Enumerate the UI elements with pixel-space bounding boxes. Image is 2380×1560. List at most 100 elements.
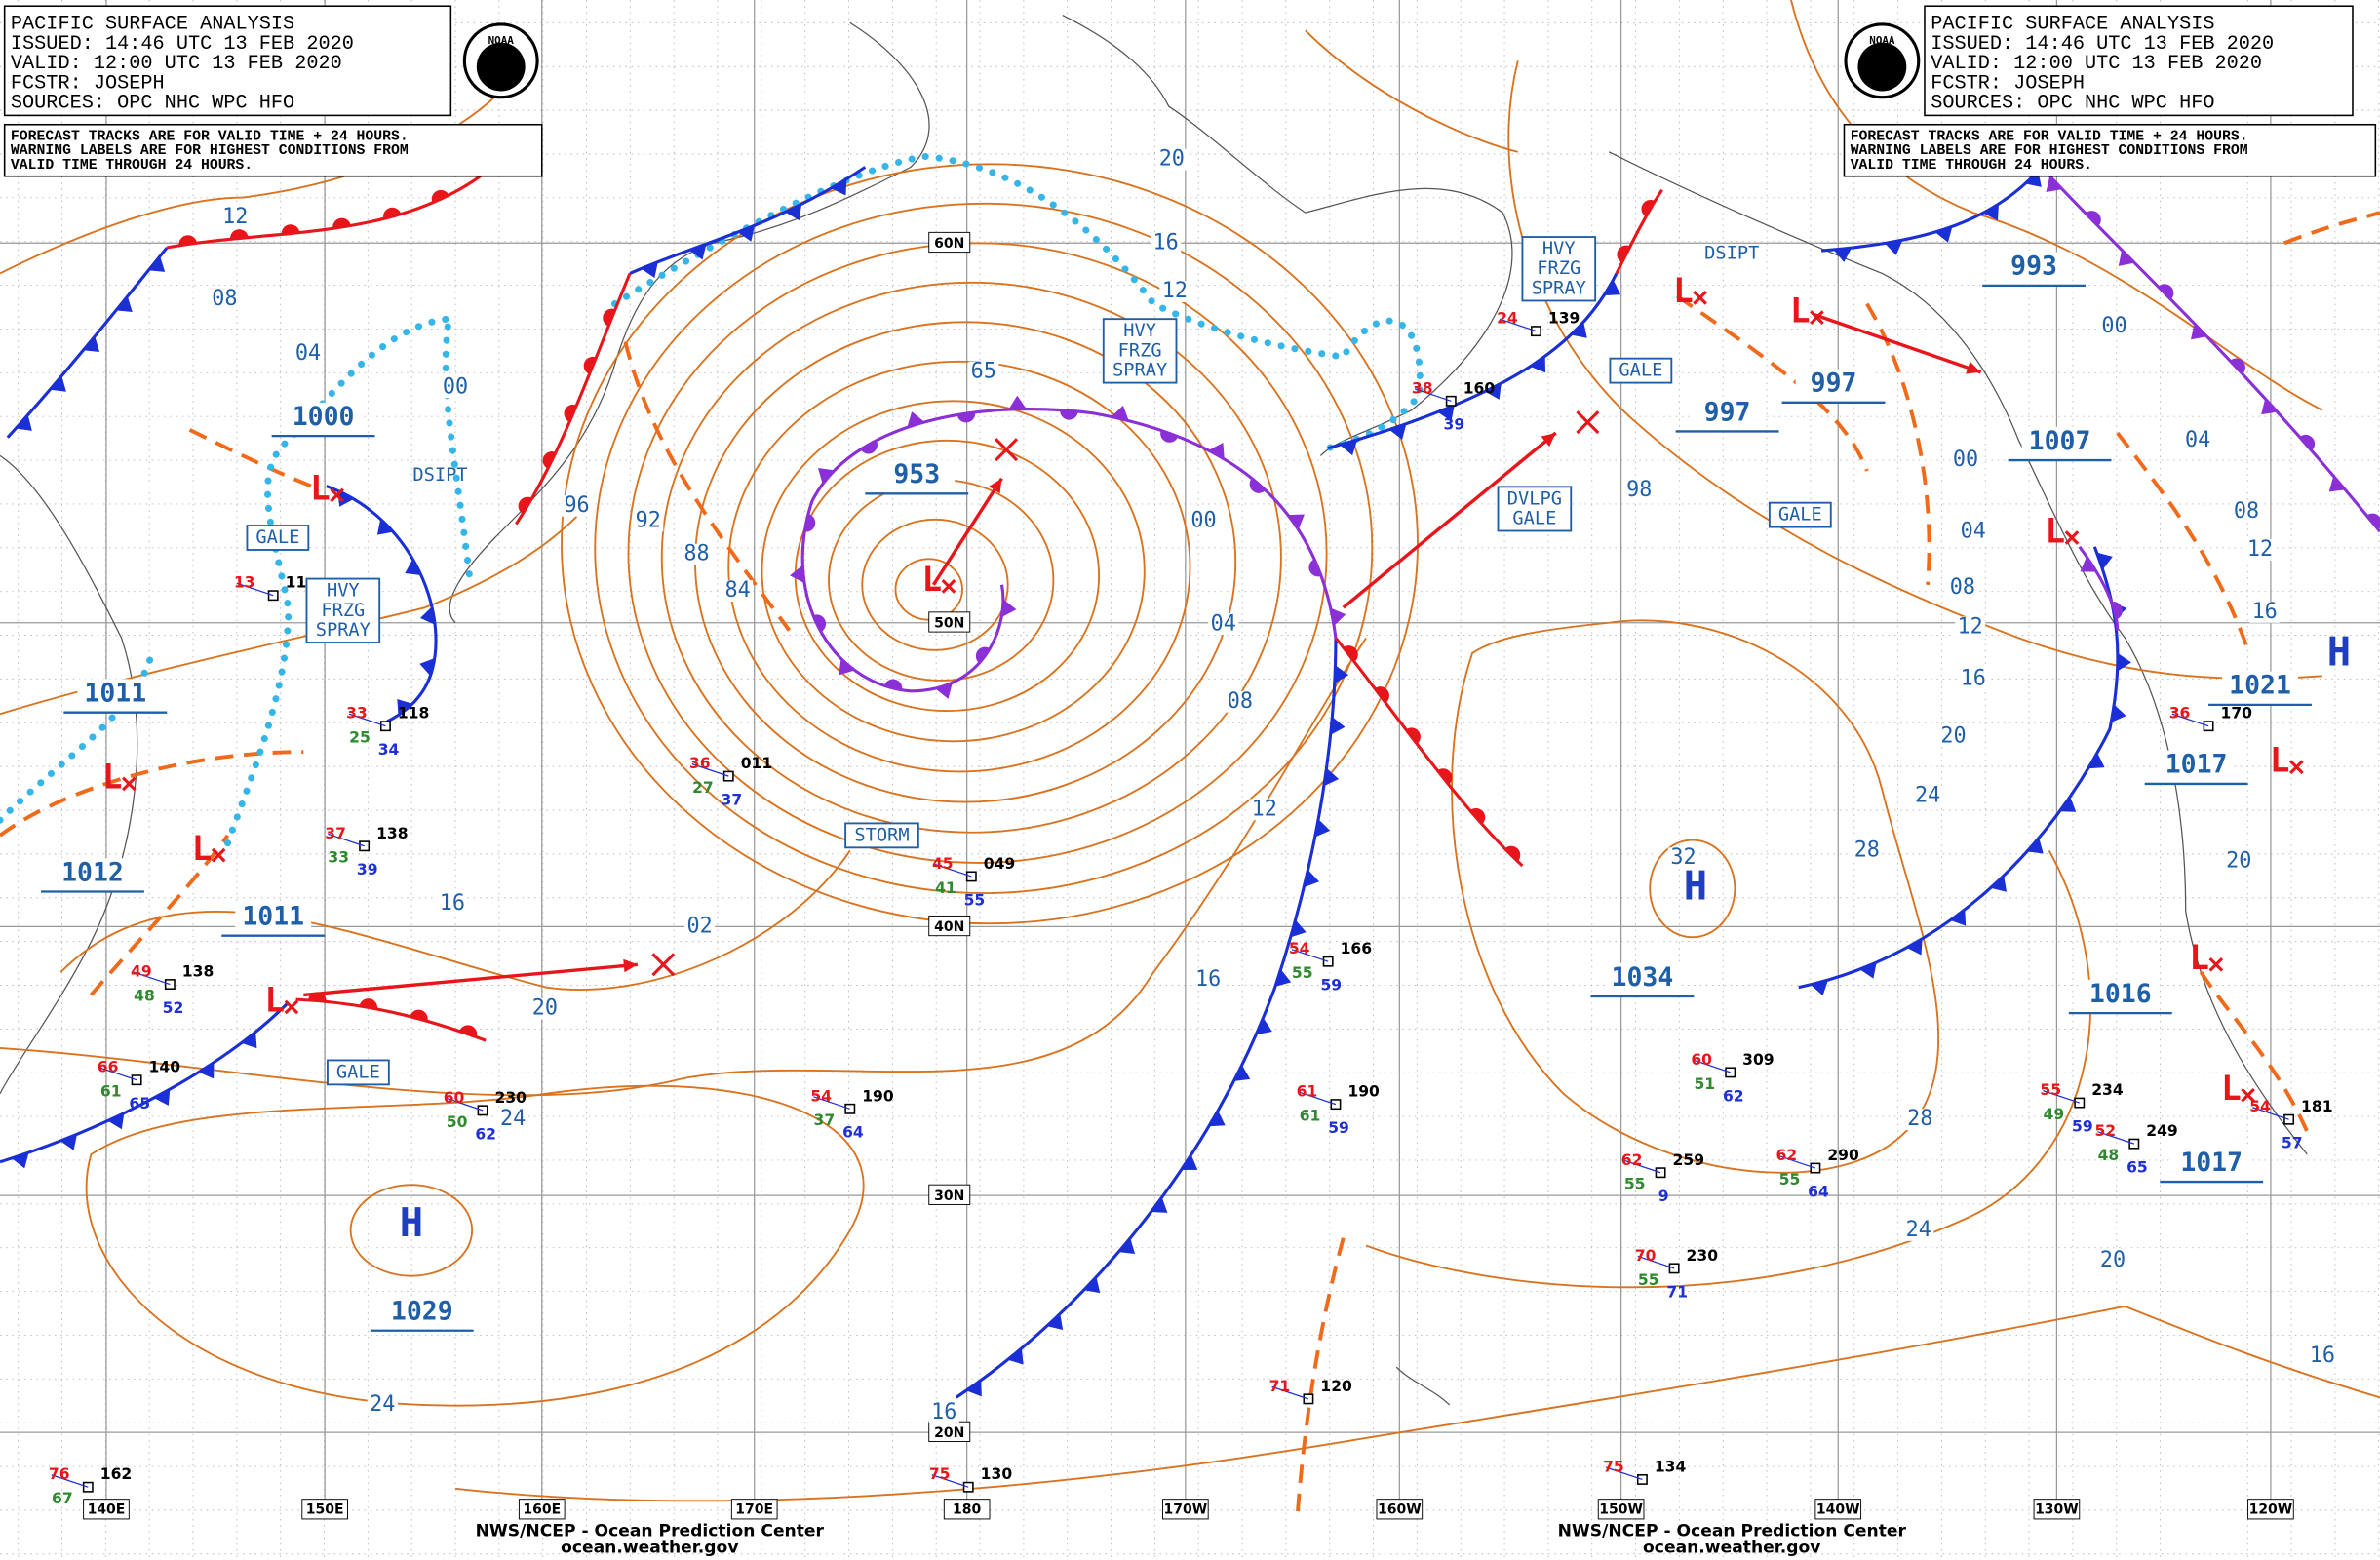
pressure-bg [1996,252,2072,286]
low-center: L [1790,292,1811,331]
front-symbol [198,1062,215,1079]
station-dewpoint: 61 [1300,1108,1321,1125]
isobar-label-bg [2231,501,2262,523]
warm-front [166,158,502,250]
low-marker [2241,1087,2255,1103]
station-temp: 55 [2040,1081,2061,1099]
front-symbol [1343,645,1358,662]
station-sea: 65 [129,1095,150,1112]
forecast-position [1576,410,1600,435]
forecast-tracks [303,312,1982,997]
wind-barb [348,713,386,727]
front-symbol [641,261,658,278]
header-line: ISSUED: 14:46 UTC 13 FEB 2020 [11,33,354,56]
front-symbol [241,1032,257,1049]
isobar-label: 00 [1190,508,1216,532]
front-symbol [16,414,32,431]
wind-barb [1694,1059,1731,1073]
station-symbol [131,1074,142,1086]
station-dewpoint: 48 [2098,1147,2120,1164]
wind-barb [1299,1091,1337,1106]
station-temp: 24 [1497,310,1518,328]
text-box [3,5,452,117]
front-symbol [1330,607,1346,626]
isobar-label: 16 [1961,666,1986,690]
warm-front [1334,637,1524,868]
station-pressure: 139 [1548,310,1580,328]
front-symbol [1233,1065,1251,1081]
wind-barb [446,1097,484,1112]
pressure-bg [2021,426,2098,461]
lon-label-box [730,1499,778,1520]
isobar-label-bg [1950,449,1981,471]
front-symbol [1374,686,1389,703]
lon-label-box [943,1499,991,1520]
note-line: WARNING LABELS ARE FOR HIGHEST CONDITION… [1851,143,2248,159]
station-symbol [267,590,279,602]
station-temp: 38 [1412,379,1433,397]
coastline [1062,15,1513,456]
front-symbol [1001,599,1017,618]
station-pressure: 118 [398,705,429,722]
station-pressure: 290 [1827,1147,1859,1164]
warning-label: HVY [327,581,360,602]
station-sea: 37 [722,792,743,809]
front-symbol [2111,602,2123,620]
longitude-label: 140E [88,1502,126,1518]
front-symbol [431,189,449,203]
pressure-bg [2222,671,2298,705]
pressure-bg [2082,979,2159,1014]
isobar [1305,29,1518,153]
wind-barb [2171,713,2209,727]
station-dewpoint: 61 [100,1083,122,1101]
front-symbol [831,178,847,196]
station-pressure: 120 [1320,1378,1352,1395]
front-symbol [178,235,198,246]
latitude-label: 50N [934,616,964,632]
station-temp: 60 [1691,1051,1712,1069]
lon-label-box [1597,1499,1645,1520]
wind-barb [934,863,972,878]
isobar-label-bg [2244,539,2276,561]
warning-box [1497,486,1573,532]
isobar-label-bg [1156,148,1188,171]
isobar-label-bg [2249,601,2281,623]
isobar-label: 08 [212,287,237,311]
isobar-label: 88 [683,542,709,566]
isobar-label: 16 [931,1400,956,1424]
header-line: PACIFIC SURFACE ANALYSIS [11,14,294,36]
pressure-bg [1689,398,1766,432]
front-symbol [1388,423,1407,440]
front-symbol [332,217,351,229]
warning-label: SPRAY [1112,361,1167,381]
front-symbol [1208,443,1225,459]
wind-barb [2043,1090,2080,1104]
front-symbol [1323,767,1340,787]
warning-box [1768,501,1832,528]
front-symbol [2191,323,2207,340]
station-sea: 62 [475,1125,496,1143]
front-symbol [975,646,991,664]
isobar-label: 28 [1907,1107,1932,1131]
station-dewpoint: 48 [134,988,155,1005]
isobar [85,1084,865,1407]
longitude-label: 170W [1164,1502,1208,1518]
warning-label: GALE [1619,361,1662,381]
isobar-label-bg [1947,577,1978,599]
station-pressure: 166 [1341,940,1372,957]
low-center: L [1673,272,1694,311]
front-symbol [1304,869,1320,888]
station-pressure: 234 [2091,1081,2124,1099]
isobar [1451,619,1940,1174]
front-symbol [11,1152,29,1169]
pressure-center: 953 [893,459,940,489]
station-pressure: 190 [862,1087,894,1105]
front-symbol [860,440,878,454]
pressure-bg [2158,750,2235,784]
station-temp: 49 [131,963,152,981]
station-sea: 62 [1723,1087,1744,1105]
isobar-label-bg [1958,521,1989,543]
front-symbol [1859,961,1877,979]
lat-label-box [928,1184,971,1205]
station-temp: 37 [325,825,346,842]
